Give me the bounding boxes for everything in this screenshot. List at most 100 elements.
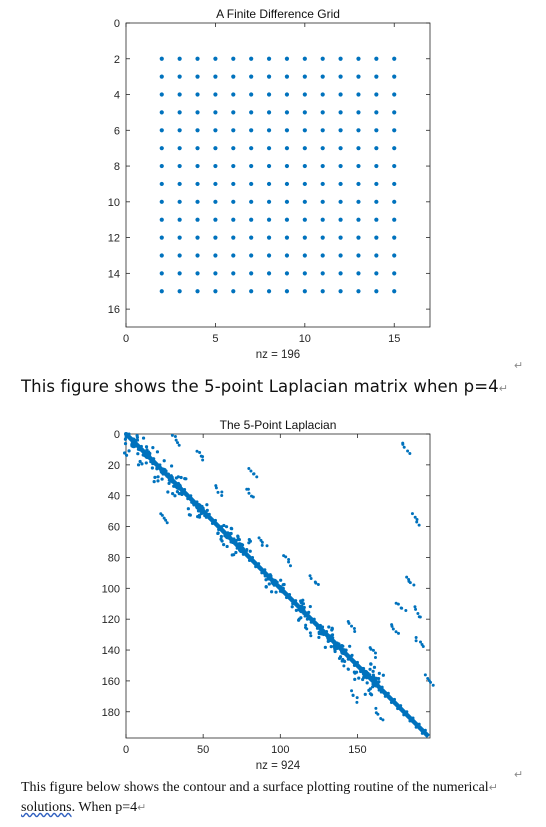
off-diagonal-entry <box>415 520 419 524</box>
cluster-entry <box>166 490 170 494</box>
cluster-entry <box>245 547 249 552</box>
cluster-entry <box>332 642 337 646</box>
grid-point <box>177 235 182 240</box>
diagonal-entry <box>184 492 189 497</box>
off-diagonal-entry <box>160 513 164 517</box>
cluster-entry <box>180 492 184 497</box>
off-diagonal-entry <box>173 435 177 439</box>
grid-point <box>213 217 218 222</box>
grid-point <box>195 217 200 222</box>
diagonal-entry <box>411 719 416 724</box>
grid-point <box>284 110 290 115</box>
off-diagonal-entry <box>431 683 435 687</box>
cluster-entry <box>368 667 372 671</box>
off-diagonal-entry <box>351 693 355 697</box>
cluster-entry <box>156 475 160 479</box>
cluster-entry <box>130 437 135 441</box>
grid-point <box>213 110 218 115</box>
off-diagonal-entry <box>287 560 291 564</box>
grid-point <box>231 110 236 115</box>
cluster-entry <box>201 507 205 512</box>
grid-point <box>374 92 379 97</box>
grid-point <box>195 110 200 115</box>
grid-point <box>231 92 236 97</box>
off-diagonal-entry <box>396 602 400 606</box>
off-diagonal-entry <box>350 689 354 693</box>
off-diagonal-entry <box>429 680 433 684</box>
off-diagonal-entry <box>408 581 412 585</box>
cluster-entry <box>162 459 166 463</box>
cluster-entry <box>263 574 267 578</box>
cluster-entry <box>338 655 343 659</box>
cluster-entry <box>230 527 234 531</box>
cluster-center <box>159 467 167 475</box>
grid-point <box>177 92 182 97</box>
sub-diagonal-entry <box>260 571 264 575</box>
cluster-entry <box>363 675 368 679</box>
off-diagonal-entry <box>260 543 264 547</box>
cluster-entry <box>160 477 164 481</box>
cluster-entry <box>125 433 129 437</box>
grid-point <box>249 253 254 258</box>
diagonal-entry <box>383 691 388 696</box>
diagonal-entry <box>262 570 267 575</box>
off-diagonal-entry <box>355 696 359 700</box>
grid-point <box>374 128 379 133</box>
grid-point <box>320 181 325 187</box>
grid-point <box>177 289 182 294</box>
super-diagonal-entry <box>232 537 236 541</box>
off-diagonal-entry <box>314 581 318 585</box>
off-diagonal-entry <box>355 700 359 704</box>
cluster-entry <box>359 669 363 673</box>
paragraph-mark: ↵ <box>137 802 147 814</box>
grid-point <box>177 146 182 151</box>
grid-point <box>338 146 343 151</box>
grid-point <box>195 235 200 240</box>
grid-point <box>338 289 343 294</box>
grid-point <box>195 271 200 276</box>
grid-point <box>266 92 272 97</box>
grid-point <box>302 235 307 240</box>
grid-point <box>231 74 236 79</box>
super-diagonal-entry <box>294 599 298 603</box>
grid-point <box>159 235 164 240</box>
grid-point <box>231 163 236 169</box>
diagonal-entry <box>392 700 397 705</box>
grid-point <box>159 146 164 151</box>
super-diagonal-entry <box>207 512 211 516</box>
off-diagonal-entry <box>381 718 385 722</box>
grid-point <box>320 217 325 222</box>
off-diagonal-entry <box>414 607 418 611</box>
cluster-entry <box>197 515 202 519</box>
sub-diagonal-entry <box>217 528 221 532</box>
grid-point <box>159 181 164 187</box>
off-diagonal-entry <box>287 558 291 562</box>
x-tick-label: 150 <box>348 744 366 756</box>
off-diagonal-entry <box>413 605 417 609</box>
grid-point <box>213 74 218 79</box>
grid-point <box>159 199 164 204</box>
cluster-entry <box>222 543 226 547</box>
grid-point <box>213 235 218 240</box>
cluster-entry <box>317 635 321 640</box>
grid-point <box>302 217 307 222</box>
diagonal-entry <box>244 552 249 557</box>
grid-point <box>284 56 290 61</box>
cluster-entry <box>319 632 324 636</box>
cluster-center <box>144 452 152 460</box>
off-diagonal-entry <box>414 639 418 643</box>
off-diagonal-entry <box>195 449 199 453</box>
super-diagonal-entry <box>423 728 427 732</box>
grid-point <box>338 271 343 276</box>
caption-1-text: This figure shows the 5-point Laplacian … <box>21 377 499 396</box>
cluster-entry <box>330 628 334 632</box>
sub-diagonal-entry <box>352 663 356 667</box>
cluster-center <box>298 606 306 614</box>
grid-point <box>177 163 182 169</box>
grid-point <box>249 199 254 204</box>
cluster-entry <box>172 484 176 488</box>
sub-diagonal-entry <box>254 565 258 569</box>
cluster-entry <box>140 448 145 452</box>
off-diagonal-entry <box>401 442 405 446</box>
figure-caption-1: This figure shows the 5-point Laplacian … <box>21 377 508 396</box>
